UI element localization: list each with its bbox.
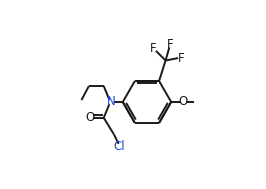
Text: F: F [150, 42, 157, 55]
Text: Cl: Cl [114, 140, 125, 153]
Text: N: N [107, 95, 116, 108]
Text: O: O [85, 111, 94, 124]
Text: O: O [179, 95, 188, 108]
Text: F: F [167, 38, 173, 51]
Text: F: F [178, 52, 185, 65]
